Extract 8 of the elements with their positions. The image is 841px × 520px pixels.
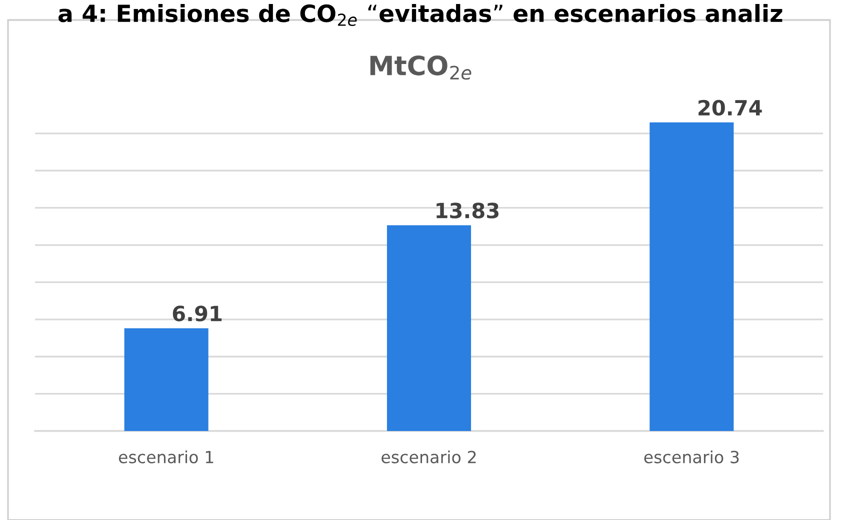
chart-title: a 4: Emisiones de CO$_{2e}$ “evitadas” en escenarios analiz	[58, 4, 782, 26]
data-label: 6.91	[172, 306, 222, 322]
x-tick-label: escenario 3	[644, 450, 739, 464]
chart-subtitle: MtCO$_{2e}$	[370, 55, 472, 80]
data-label: 13.83	[436, 202, 498, 218]
x-tick-label: escenario 2	[382, 450, 476, 464]
data-label: 20.74	[698, 100, 762, 116]
x-tick-label: escenario 1	[118, 450, 214, 464]
